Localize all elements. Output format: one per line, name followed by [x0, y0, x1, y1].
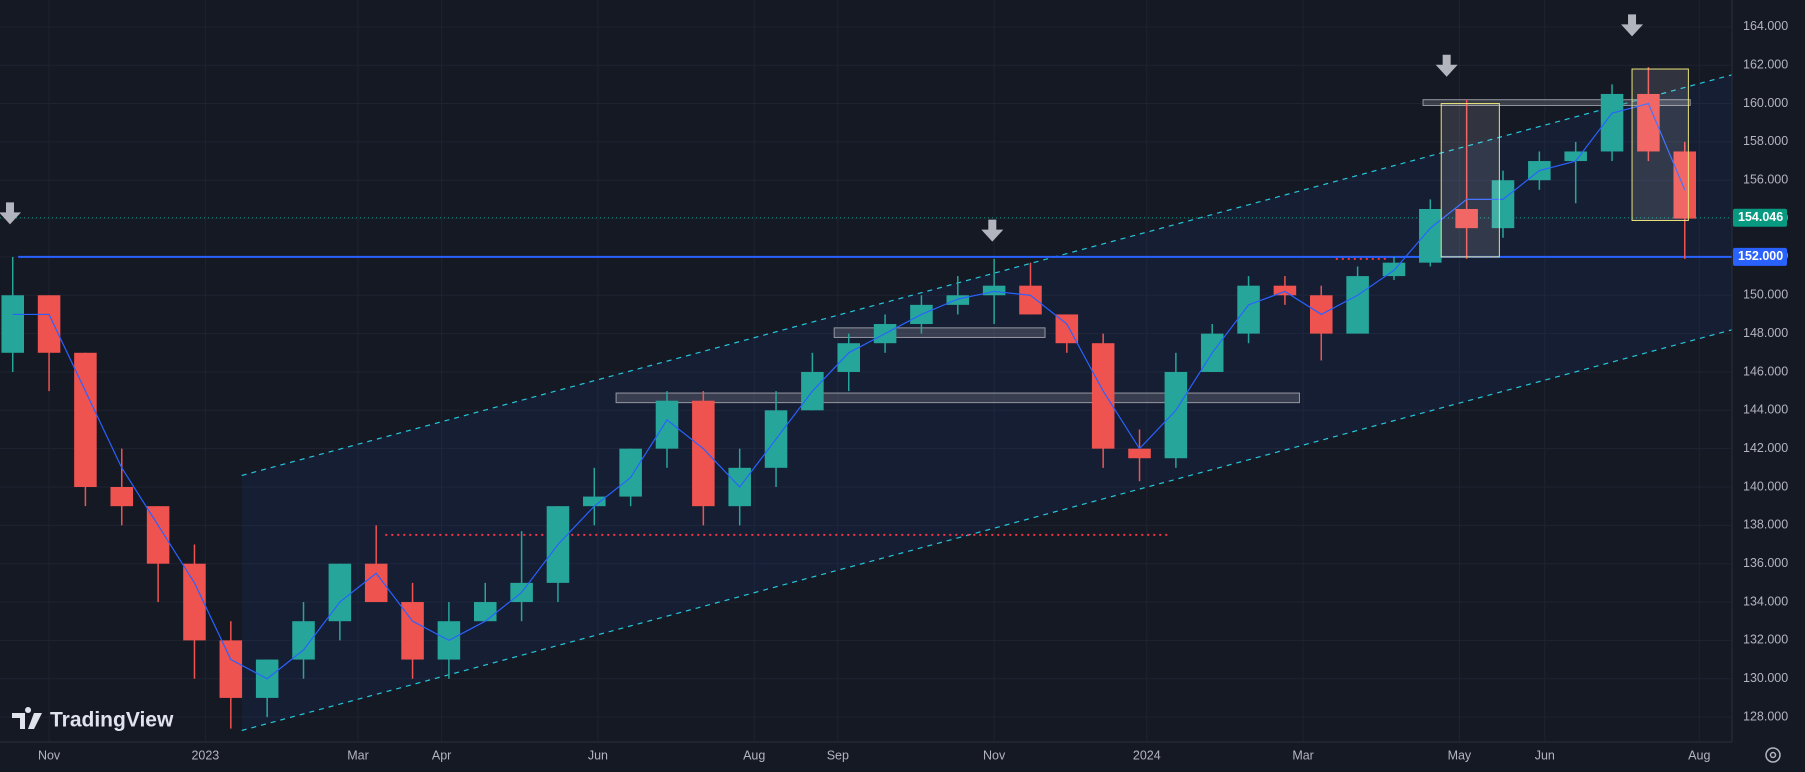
candle-body	[1673, 151, 1697, 219]
channel-line	[241, 329, 1733, 732]
candle-body	[946, 295, 970, 305]
x-tick-label: Mar	[347, 748, 369, 762]
x-tick-label: 2024	[1133, 748, 1161, 762]
candle-body	[292, 621, 315, 660]
y-tick-label: 142.000	[1743, 441, 1788, 455]
candle-body	[619, 448, 642, 497]
candle-body	[1091, 343, 1115, 449]
candle-body	[1637, 93, 1660, 152]
candle-body	[1564, 151, 1587, 162]
candle-body	[1128, 448, 1151, 459]
candle-body	[328, 563, 352, 622]
candle-body	[837, 343, 861, 372]
candle-body	[74, 352, 97, 487]
x-tick-label: Aug	[743, 748, 765, 762]
candle-body	[401, 602, 424, 660]
y-tick-label: 138.000	[1743, 518, 1788, 532]
y-tick-label: 158.000	[1743, 134, 1788, 148]
candle-body	[37, 295, 61, 353]
candle-body	[692, 400, 715, 507]
plot	[0, 14, 1733, 732]
y-tick-label: 156.000	[1743, 173, 1788, 187]
y-tick-label: 132.000	[1743, 633, 1788, 647]
candle-body	[1237, 285, 1260, 334]
settings-icon[interactable]	[1765, 747, 1781, 763]
candle-body	[1491, 180, 1515, 229]
y-tick-label: 128.000	[1743, 709, 1788, 723]
candle-body	[1055, 314, 1079, 344]
x-tick-label: Aug	[1688, 748, 1710, 762]
grid	[0, 0, 1732, 742]
zone	[833, 327, 1046, 338]
y-tick-label: 150.000	[1743, 288, 1788, 302]
level-badge	[1733, 247, 1787, 266]
arrow	[0, 202, 21, 225]
last-price-badge	[1733, 208, 1787, 227]
candle-body	[473, 602, 497, 622]
channel-line	[241, 74, 1733, 477]
highlight-box	[1631, 68, 1689, 221]
price-axis-panel	[1732, 0, 1805, 772]
x-tick-label: May	[1448, 748, 1472, 762]
x-tick-label: Jun	[588, 748, 608, 762]
logo-text: TradingView	[50, 709, 174, 732]
x-tick-label: Nov	[38, 748, 61, 762]
candle-body	[1, 295, 24, 353]
candle-body	[1600, 93, 1624, 152]
y-tick-label: 140.000	[1743, 479, 1788, 493]
candle-body	[1419, 208, 1442, 263]
y-tick-label: 164.000	[1743, 19, 1788, 33]
candle-body	[183, 563, 206, 641]
y-tick-label: 134.000	[1743, 594, 1788, 608]
zone	[1422, 99, 1691, 106]
y-tick-label: 162.000	[1743, 57, 1788, 71]
candle-body	[1273, 285, 1297, 296]
candle-body	[655, 400, 679, 449]
arrow	[981, 219, 1004, 242]
y-tick-label: 130.000	[1743, 671, 1788, 685]
candle-body	[982, 285, 1006, 296]
gear-center[interactable]	[1769, 751, 1777, 759]
x-tick-label: Nov	[983, 748, 1006, 762]
candle-body	[110, 486, 134, 507]
arrow	[1621, 14, 1644, 37]
y-tick-label: 160.000	[1743, 96, 1788, 110]
x-tick-label: Mar	[1292, 748, 1314, 762]
zone	[615, 392, 1300, 404]
candle-body	[364, 563, 388, 603]
candle-body	[1455, 208, 1478, 229]
gear[interactable]	[1765, 747, 1781, 763]
logo: TradingView	[12, 707, 174, 732]
candle-body	[219, 640, 243, 698]
x-tick-label: Apr	[432, 748, 451, 762]
arrow	[1435, 54, 1458, 77]
logo-icon	[12, 707, 42, 729]
y-tick-label: 148.000	[1743, 326, 1788, 340]
candle-body	[583, 496, 606, 507]
y-tick-label: 136.000	[1743, 556, 1788, 570]
highlight-box	[1440, 103, 1500, 258]
level-label: 152.000	[1738, 249, 1783, 263]
x-tick-label: 2023	[191, 748, 219, 762]
y-tick-label: 144.000	[1743, 403, 1788, 417]
moving-average	[12, 102, 1686, 680]
candle-body	[1019, 285, 1042, 315]
candle-body	[1346, 276, 1369, 334]
x-tick-label: Sep	[827, 748, 849, 762]
y-tick-label: 146.000	[1743, 364, 1788, 378]
candle-body	[146, 506, 170, 564]
candle-body	[1164, 371, 1188, 459]
last-price-label: 154.046	[1738, 210, 1783, 224]
candle-body	[1382, 262, 1406, 277]
x-tick-label: Jun	[1535, 748, 1555, 762]
